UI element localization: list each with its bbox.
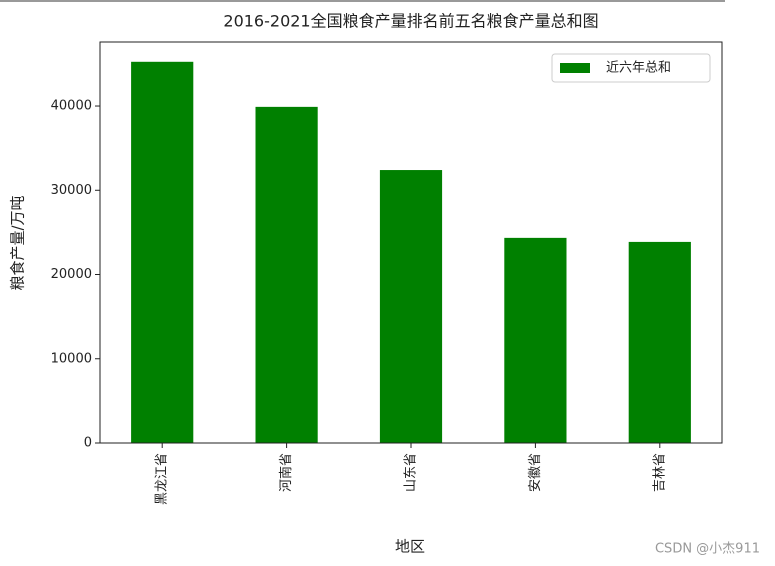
y-tick-label: 0 xyxy=(84,436,92,451)
y-tick-label: 30000 xyxy=(51,183,92,198)
bar xyxy=(628,241,691,443)
x-tick-label: 山东省 xyxy=(404,453,419,492)
y-tick-label: 10000 xyxy=(51,351,92,366)
x-tick-label: 河南省 xyxy=(278,453,294,492)
bar xyxy=(504,237,567,443)
bar xyxy=(379,170,443,443)
watermark: CSDN @小杰911 xyxy=(655,542,760,557)
legend-box xyxy=(551,53,711,83)
x-tick-label: 黑龙江省 xyxy=(155,453,170,505)
y-tick-label: 20000 xyxy=(51,267,92,282)
y-axis-label: 粮食产量/万吨 xyxy=(9,195,27,290)
legend-swatch xyxy=(560,63,590,73)
chart-title: 2016-2021全国粮食产量排名前五名粮食产量总和图 xyxy=(223,12,598,31)
y-tick-label: 40000 xyxy=(51,99,92,114)
bar xyxy=(255,106,318,443)
x-tick-label: 吉林省 xyxy=(652,453,667,492)
x-axis-label: 地区 xyxy=(395,538,425,556)
x-tick-label: 安徽省 xyxy=(528,453,543,492)
legend-label: 近六年总和 xyxy=(606,61,671,76)
bar xyxy=(131,61,194,443)
plot-frame xyxy=(99,41,723,444)
